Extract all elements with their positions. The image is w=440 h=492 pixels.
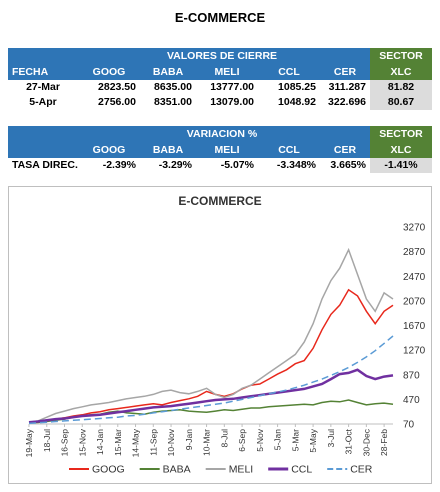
x-tick-label: 5-Nov (255, 428, 265, 451)
table-cell: 311.287 (328, 81, 366, 93)
chart-title: E-COMMERCE (178, 194, 261, 208)
column-header: CER (320, 143, 370, 158)
table-cell: 1085.25 (278, 81, 316, 93)
x-tick-label: 5-May (308, 428, 318, 452)
sector-header: SECTOR (370, 48, 432, 65)
table-cell: 5-Apr (29, 96, 57, 108)
y-tick-label: 3270 (403, 223, 426, 234)
legend-label: CER (350, 464, 373, 476)
table-cell: 8351.00 (154, 96, 192, 108)
table-cell: 3.665% (330, 159, 366, 171)
series-line (28, 247, 394, 423)
column-header: MELI (196, 65, 258, 80)
y-tick-label: 1270 (403, 346, 426, 357)
x-tick-label: 31-Oct (344, 428, 354, 454)
x-tick-label: 14-May (131, 428, 141, 457)
y-tick-label: 2870 (403, 247, 426, 258)
x-tick-label: 5-Jan (273, 429, 283, 451)
x-tick-label: 8-Jul (219, 429, 229, 448)
table-cell: 80.67 (370, 95, 432, 110)
legend-label: CCL (291, 464, 312, 476)
table-cell: 13777.00 (210, 81, 254, 93)
column-header: XLC (370, 65, 432, 80)
x-tick-label: 16-Sep (60, 429, 70, 457)
series-line (28, 399, 394, 424)
table-cell: 8635.00 (154, 81, 192, 93)
table-cell: -3.348% (276, 159, 316, 171)
table-cell: -2.39% (102, 159, 136, 171)
x-tick-label: 14-Jan (95, 429, 105, 455)
table-cell: 322.696 (328, 96, 366, 108)
y-tick-label: 2070 (403, 296, 426, 307)
x-tick-label: 10-Nov (166, 428, 176, 456)
table-cell: TASA DIREC. (12, 159, 78, 171)
table-cell: -5.07% (220, 159, 254, 171)
table-header: VARIACION % (8, 126, 370, 143)
y-tick-label: 70 (403, 420, 415, 431)
table-cell: 2823.50 (98, 81, 136, 93)
x-tick-label: 6-Sep (237, 429, 247, 452)
y-tick-label: 870 (403, 370, 420, 381)
legend-label: BABA (163, 464, 191, 476)
column-header: GOOG (78, 65, 140, 80)
table-cell: 81.82 (370, 80, 432, 95)
y-tick-label: 2470 (403, 272, 426, 283)
column-header: BABA (140, 143, 196, 158)
x-tick-label: 10-Mar (202, 429, 212, 456)
x-tick-label: 5-Mar (290, 429, 300, 451)
closing-table: VALORES DE CIERRE SECTOR FECHA GOOG BABA MELI… (8, 48, 432, 110)
legend-label: GOOG (92, 464, 125, 476)
x-tick-label: 15-Mar (113, 429, 123, 456)
table-cell: 13079.00 (210, 96, 254, 108)
x-tick-label: 9-Jan (184, 429, 194, 451)
table-cell: 1048.92 (278, 96, 316, 108)
column-header: FECHA (8, 65, 78, 80)
x-tick-label: 28-Feb (379, 429, 389, 456)
chart: E-COMMERCE 70 470 870 1270 1670 2070 2470 2870 3… (24, 194, 426, 476)
column-header: XLC (370, 143, 432, 158)
table-cell: 2756.00 (98, 96, 136, 108)
variation-table: VARIACION % SECTOR GOOG BABA MELI CCL CER XLC TA… (8, 126, 432, 173)
series-line (28, 368, 394, 424)
chart-frame: E-COMMERCE 70 470 870 1270 1670 2070 2470 2870 3… (8, 186, 432, 484)
x-tick-label: 30-Dec (361, 428, 371, 456)
column-header: CCL (258, 143, 320, 158)
table-cell: 27-Mar (26, 81, 60, 93)
column-header (8, 143, 78, 158)
x-tick-label: 15-Nov (77, 428, 87, 456)
y-tick-label: 470 (403, 395, 420, 406)
x-tick-label: 11-Sep (148, 429, 158, 456)
column-header: MELI (196, 143, 258, 158)
x-tick-label: 3-Jul (326, 429, 336, 448)
table-cell: -3.29% (158, 159, 192, 171)
page-title: E-COMMERCE (174, 10, 266, 25)
x-tick-label: 18-Jul (42, 429, 52, 452)
column-header: CER (320, 65, 370, 80)
column-header: GOOG (78, 143, 140, 158)
series-line (28, 335, 394, 425)
column-header: BABA (140, 65, 196, 80)
sector-header: SECTOR (370, 126, 432, 143)
y-tick-label: 1670 (403, 321, 426, 332)
table-header: VALORES DE CIERRE (8, 48, 370, 65)
series-line (28, 288, 394, 423)
legend-label: MELI (229, 464, 254, 476)
table-cell: -1.41% (370, 158, 432, 173)
column-header: CCL (258, 65, 320, 80)
x-tick-label: 19-May (24, 428, 34, 457)
